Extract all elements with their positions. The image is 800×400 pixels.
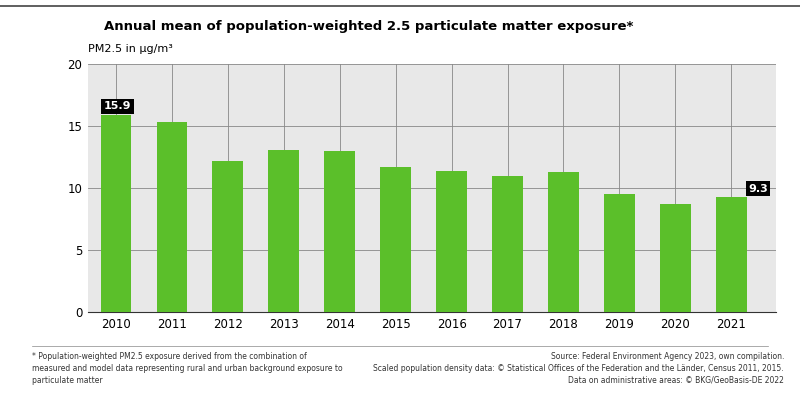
Text: 9.3: 9.3 <box>748 184 768 194</box>
Text: * Population-weighted PM2.5 exposure derived from the combination of
measured an: * Population-weighted PM2.5 exposure der… <box>32 352 342 385</box>
Bar <box>716 197 746 312</box>
Bar <box>492 176 523 312</box>
Text: Source: Federal Environment Agency 2023, own compilation.
Scaled population dens: Source: Federal Environment Agency 2023,… <box>374 352 784 385</box>
Bar <box>660 204 690 312</box>
Bar <box>213 161 243 312</box>
Bar <box>604 194 634 312</box>
Bar <box>324 151 355 312</box>
Text: PM2.5 in µg/m³: PM2.5 in µg/m³ <box>88 44 173 54</box>
Bar <box>436 171 467 312</box>
Bar <box>101 115 131 312</box>
Text: Annual mean of population-weighted 2.5 particulate matter exposure*: Annual mean of population-weighted 2.5 p… <box>104 20 634 33</box>
Text: 15.9: 15.9 <box>104 101 131 111</box>
Bar <box>380 167 411 312</box>
Bar <box>157 122 187 312</box>
Bar <box>268 150 299 312</box>
Bar <box>548 172 579 312</box>
